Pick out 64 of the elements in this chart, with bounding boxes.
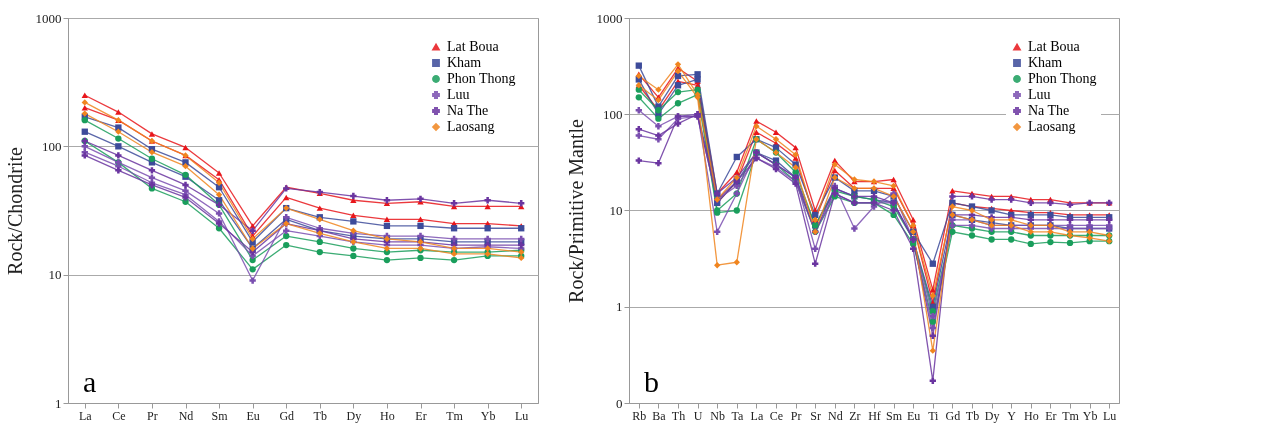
- x-tick-label: La: [750, 408, 764, 423]
- y-tick-label: 1000: [596, 10, 623, 26]
- x-tick-label: Dy: [346, 408, 362, 423]
- x-tick-label: Eu: [246, 408, 260, 423]
- y-tick-label: 100: [603, 106, 623, 122]
- x-tick-label: Sm: [211, 408, 229, 423]
- x-tick-label: Lu: [1103, 408, 1117, 423]
- y-tick-label: 100: [42, 138, 62, 154]
- legend-label: Kham: [1028, 55, 1063, 70]
- x-tick-label: Dy: [984, 408, 1000, 423]
- x-tick-label: U: [693, 408, 703, 423]
- x-tick-label: Ba: [652, 408, 667, 423]
- legend-label: Kham: [447, 55, 482, 70]
- x-tick-label: Gd: [279, 408, 295, 423]
- x-tick-label: Pr: [790, 408, 802, 423]
- legend-label: Luu: [1028, 87, 1051, 102]
- legend-label: Laosang: [1028, 119, 1076, 134]
- y-axis-title: Rock/Primitive Mantle: [564, 118, 587, 303]
- x-tick-label: Ho: [380, 408, 395, 423]
- annotation: a: [83, 365, 97, 398]
- x-tick-label: Ho: [1023, 408, 1039, 423]
- y-tick-label: 1000: [35, 10, 62, 26]
- x-tick-label: Ti: [928, 408, 940, 423]
- legend-label: Na The: [1028, 103, 1070, 118]
- x-tick-label: Sr: [810, 408, 822, 423]
- x-tick-label: Tb: [965, 408, 980, 423]
- x-tick-label: Tm: [1062, 408, 1080, 423]
- x-tick-label: Tb: [313, 408, 327, 423]
- x-tick-label: Th: [671, 408, 686, 423]
- x-tick-label: Sm: [886, 408, 903, 423]
- x-tick-label: Eu: [907, 408, 921, 423]
- x-tick-label: Yb: [1082, 408, 1098, 423]
- x-tick-label: Y: [1007, 408, 1017, 423]
- legend-label: Phon Thong: [1028, 71, 1097, 86]
- x-tick-label: Nd: [827, 408, 843, 423]
- x-tick-label: Hf: [868, 408, 881, 423]
- legend-label: Lat Boua: [447, 39, 500, 54]
- x-tick-label: Rb: [632, 408, 647, 423]
- legend-label: Phon Thong: [447, 71, 516, 86]
- legend-label: Lat Boua: [1028, 39, 1081, 54]
- x-tick-label: Nd: [178, 408, 194, 423]
- x-tick-label: La: [78, 408, 93, 423]
- x-tick-label: Ce: [112, 408, 126, 423]
- y-tick-label: 1: [616, 299, 623, 315]
- x-tick-label: Gd: [945, 408, 961, 423]
- x-tick-label: Pr: [147, 408, 158, 423]
- x-tick-label: Tm: [446, 408, 464, 423]
- legend-label: Na The: [447, 103, 489, 118]
- y-tick-label: 0: [616, 395, 623, 411]
- annotation: b: [644, 365, 659, 398]
- x-tick-label: Nb: [710, 408, 726, 423]
- legend-label: Luu: [447, 87, 470, 102]
- x-tick-label: Ce: [769, 408, 784, 423]
- x-tick-label: Zr: [849, 408, 861, 423]
- x-tick-label: Er: [415, 408, 427, 423]
- x-tick-label: Lu: [515, 408, 529, 423]
- x-tick-label: Ta: [731, 408, 744, 423]
- y-tick-label: 1: [55, 395, 62, 411]
- x-tick-label: Yb: [480, 408, 496, 423]
- x-tick-label: Er: [1045, 408, 1057, 423]
- y-tick-label: 10: [609, 203, 623, 218]
- legend-label: Laosang: [447, 119, 495, 134]
- y-axis-title: Rock/Chondrite: [3, 147, 26, 275]
- y-tick-label: 10: [48, 267, 62, 283]
